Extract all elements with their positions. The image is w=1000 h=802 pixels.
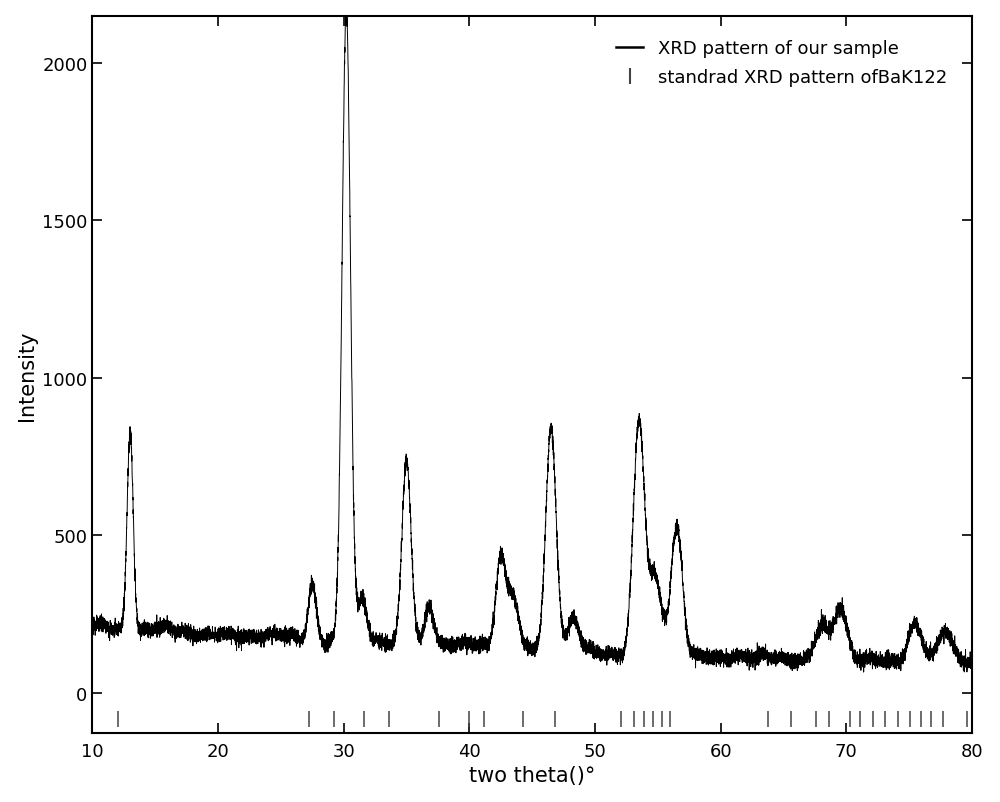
Legend: XRD pattern of our sample, standrad XRD pattern ofBaK122: XRD pattern of our sample, standrad XRD …: [609, 33, 954, 94]
X-axis label: two theta()°: two theta()°: [469, 765, 595, 785]
Y-axis label: Intensity: Intensity: [17, 330, 37, 420]
